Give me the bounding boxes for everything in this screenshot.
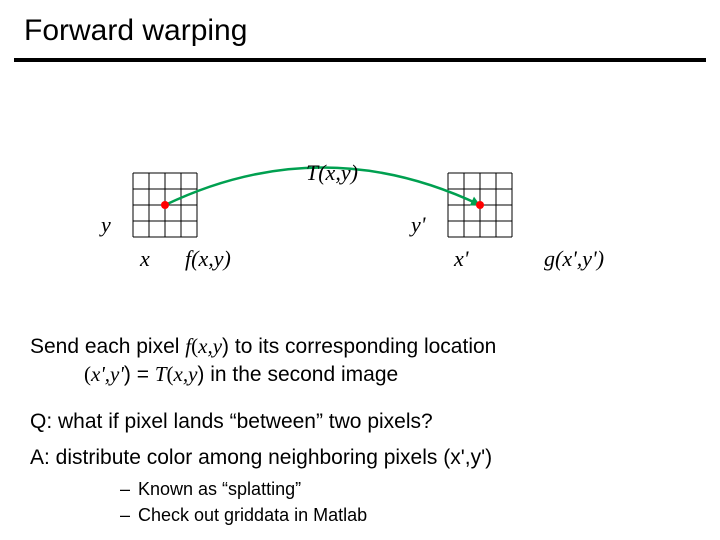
forward-warping-diagram: T(x,y) y x f(x,y) y' x' g(x',y') (0, 150, 720, 310)
body-line-1: Send each pixel f(x,y) to its correspond… (30, 332, 690, 361)
body-line-2: (x',y') = T(x,y) in the second image (30, 360, 720, 389)
bullet-griddata: –Check out griddata in Matlab (120, 502, 367, 528)
question-text: Q: what if pixel lands “between” two pix… (30, 408, 690, 436)
label-g: g(x',y') (544, 246, 604, 272)
answer-text: A: distribute color among neighboring pi… (30, 444, 690, 472)
label-x-left: x (140, 246, 150, 272)
label-x-right: x' (454, 246, 468, 272)
bullet-splatting: –Known as “splatting” (120, 476, 367, 502)
label-y-left: y (101, 212, 111, 238)
answer-bullets: –Known as “splatting” –Check out griddat… (120, 476, 367, 528)
label-f: f(x,y) (185, 246, 231, 272)
label-T: T(x,y) (306, 160, 358, 186)
title-rule (14, 58, 706, 62)
label-y-right: y' (411, 212, 425, 238)
slide-title: Forward warping (24, 14, 247, 48)
